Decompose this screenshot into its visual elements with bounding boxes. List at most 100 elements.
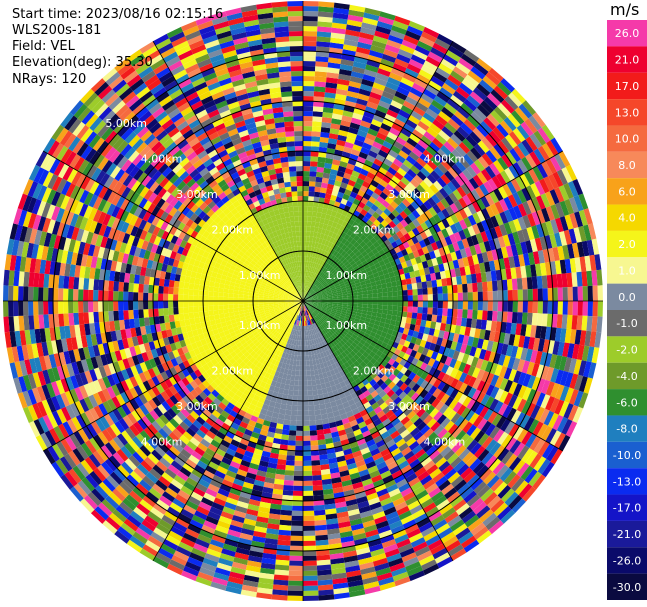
- velocity-cell: [398, 48, 413, 59]
- velocity-cell: [572, 406, 584, 423]
- velocity-cell: [445, 366, 454, 376]
- velocity-cell: [403, 172, 414, 183]
- velocity-cell: [477, 291, 483, 301]
- velocity-cell: [367, 297, 373, 301]
- velocity-cell: [423, 267, 431, 275]
- velocity-cell: [289, 560, 303, 566]
- velocity-cell: [314, 242, 319, 248]
- velocity-cell: [342, 303, 348, 306]
- velocity-cell: [331, 164, 340, 171]
- velocity-cell: [372, 308, 378, 313]
- velocity-cell: [303, 550, 317, 556]
- velocity-cell: [444, 269, 452, 279]
- velocity-cell: [352, 248, 359, 255]
- velocity-cell: [324, 157, 334, 165]
- velocity-cell: [425, 84, 440, 96]
- velocity-cell: [331, 320, 337, 325]
- velocity-cell: [378, 100, 391, 110]
- velocity-cell: [511, 110, 525, 125]
- velocity-cell: [312, 296, 318, 299]
- velocity-cell: [462, 335, 470, 345]
- velocity-cell: [490, 110, 504, 124]
- velocity-cell: [303, 266, 305, 271]
- velocity-cell: [382, 327, 389, 334]
- velocity-cell: [307, 301, 313, 304]
- velocity-cell: [554, 355, 563, 370]
- velocity-cell: [382, 292, 388, 297]
- velocity-cell: [370, 364, 378, 372]
- velocity-cell: [366, 233, 374, 241]
- velocity-cell: [314, 71, 327, 78]
- velocity-cell: [417, 345, 425, 354]
- velocity-cell: [303, 400, 309, 406]
- velocity-cell: [290, 375, 296, 381]
- velocity-cell: [303, 590, 319, 596]
- velocity-cell: [430, 321, 437, 330]
- velocity-cell: [450, 114, 464, 127]
- velocity-cell: [476, 253, 484, 264]
- velocity-cell: [322, 294, 328, 297]
- velocity-cell: [378, 166, 388, 176]
- velocity-cell: [334, 331, 341, 337]
- velocity-cell: [417, 139, 429, 150]
- velocity-cell: [303, 286, 305, 292]
- velocity-cell: [398, 81, 412, 92]
- velocity-cell: [354, 139, 364, 147]
- velocity-cell: [356, 325, 363, 331]
- velocity-cell: [320, 317, 326, 323]
- velocity-cell: [312, 302, 318, 305]
- velocity-cell: [303, 425, 310, 431]
- velocity-cell: [537, 250, 545, 264]
- velocity-cell: [530, 349, 538, 364]
- velocity-cell: [481, 168, 492, 182]
- velocity-cell: [303, 595, 319, 601]
- velocity-cell: [358, 88, 371, 97]
- velocity-cell: [436, 337, 444, 346]
- velocity-cell: [370, 315, 377, 321]
- velocity-cell: [303, 420, 310, 426]
- velocity-cell: [517, 385, 528, 399]
- velocity-cell: [377, 68, 391, 77]
- velocity-cell: [433, 411, 443, 422]
- velocity-cell: [376, 195, 385, 204]
- velocity-cell: [537, 301, 543, 314]
- velocity-cell: [572, 242, 580, 258]
- velocity-cell: [332, 256, 338, 263]
- velocity-cell: [490, 374, 500, 387]
- velocity-cell: [483, 117, 497, 131]
- velocity-cell: [382, 287, 388, 293]
- velocity-cell: [405, 335, 413, 343]
- velocity-cell: [493, 237, 501, 250]
- velocity-cell: [460, 407, 471, 419]
- velocity-cell: [321, 292, 327, 295]
- velocity-cell: [557, 245, 565, 261]
- velocity-cell: [439, 322, 447, 332]
- velocity-cell: [357, 253, 364, 260]
- velocity-cell: [507, 474, 521, 489]
- velocity-cell: [550, 448, 563, 465]
- velocity-cell: [543, 176, 555, 192]
- velocity-cell: [433, 71, 448, 83]
- velocity-cell: [482, 291, 488, 301]
- velocity-cell: [402, 198, 411, 208]
- velocity-cell: [418, 268, 426, 277]
- velocity-cell: [402, 159, 414, 169]
- velocity-cell: [445, 375, 455, 386]
- velocity-cell: [406, 355, 415, 364]
- velocity-cell: [511, 312, 518, 324]
- velocity-cell: [406, 283, 413, 290]
- velocity-cell: [525, 153, 537, 169]
- velocity-cell: [306, 231, 311, 237]
- velocity-cell: [337, 319, 344, 324]
- velocity-cell: [281, 504, 293, 511]
- velocity-cell: [512, 162, 524, 176]
- velocity-cell: [333, 299, 338, 301]
- velocity-cell: [458, 382, 468, 394]
- velocity-cell: [407, 265, 415, 273]
- velocity-cell: [304, 276, 306, 282]
- velocity-cell: [339, 214, 347, 221]
- velocity-cell: [397, 290, 403, 296]
- velocity-cell: [509, 148, 522, 163]
- velocity-cell: [360, 208, 368, 217]
- velocity-cell: [337, 134, 347, 142]
